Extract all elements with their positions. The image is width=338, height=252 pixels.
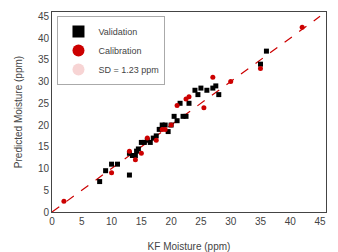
svg-text:15: 15 [38,141,50,152]
svg-text:10: 10 [38,163,50,174]
svg-text:35: 35 [38,54,50,65]
svg-text:Predicted Moisture (ppm): Predicted Moisture (ppm) [13,56,24,168]
svg-text:20: 20 [166,216,178,227]
svg-text:5: 5 [79,216,85,227]
svg-text:15: 15 [136,216,148,227]
svg-text:35: 35 [255,216,267,227]
svg-text:KF Moisture (ppm): KF Moisture (ppm) [148,241,231,252]
svg-text:40: 40 [38,33,50,44]
svg-text:Calibration: Calibration [98,46,141,56]
svg-text:20: 20 [38,120,50,131]
svg-text:SD = 1.23 ppm: SD = 1.23 ppm [98,65,158,75]
svg-text:40: 40 [285,216,297,227]
svg-text:30: 30 [225,216,237,227]
svg-text:10: 10 [106,216,118,227]
svg-text:30: 30 [38,76,50,87]
svg-text:25: 25 [38,98,50,109]
svg-text:5: 5 [43,185,49,196]
svg-text:Validation: Validation [98,27,137,37]
svg-text:0: 0 [43,207,49,218]
svg-text:25: 25 [195,216,207,227]
svg-text:45: 45 [314,216,326,227]
svg-text:0: 0 [49,216,55,227]
svg-text:45: 45 [38,11,50,22]
